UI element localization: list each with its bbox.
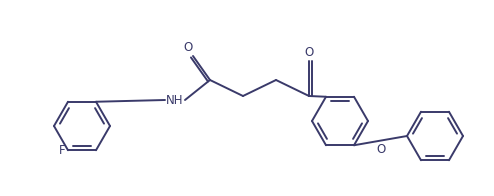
Text: O: O <box>376 143 385 156</box>
Text: O: O <box>183 41 193 54</box>
Text: F: F <box>59 144 65 157</box>
Text: O: O <box>304 45 314 58</box>
Text: NH: NH <box>166 93 184 106</box>
